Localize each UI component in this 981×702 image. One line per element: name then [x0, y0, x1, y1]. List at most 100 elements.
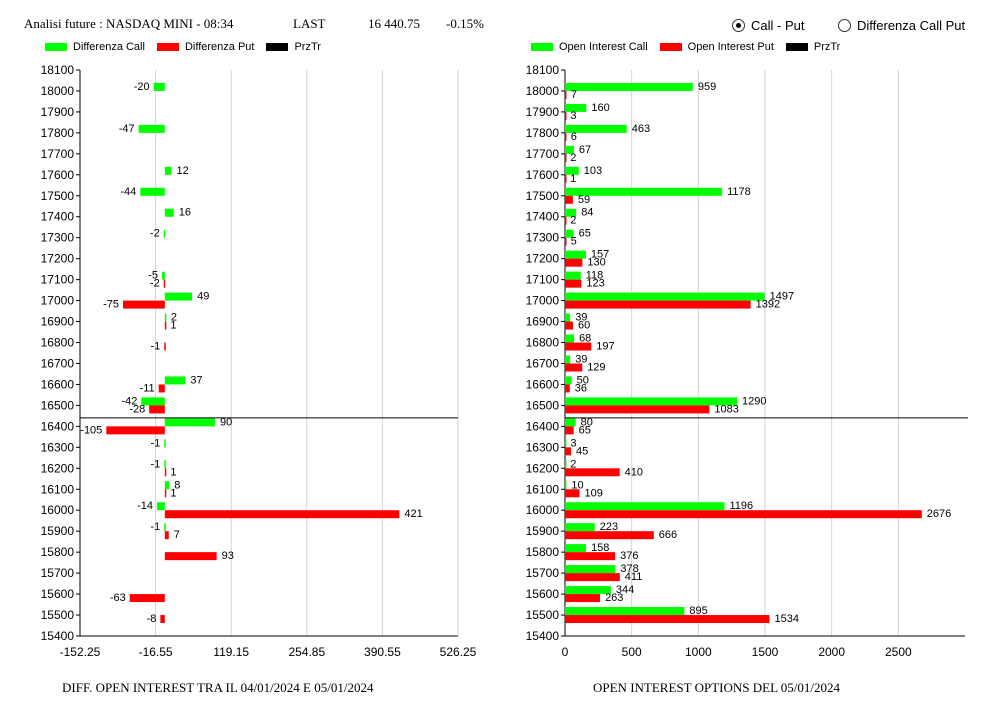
diff-bar-put [164, 342, 166, 351]
oi-y-tick-label: 17300 [526, 231, 560, 245]
diff-data-label: -105 [80, 424, 102, 436]
oi-data-label: 109 [585, 487, 603, 499]
oi-bar-put [565, 615, 770, 624]
oi-data-label: 103 [584, 165, 602, 177]
oi-bar-call [565, 607, 685, 616]
oi-bar-put [565, 468, 620, 477]
diff-y-tick-label: 18000 [41, 84, 75, 98]
legend-item-call: Differenza Call [45, 41, 145, 53]
oi-bar-call [565, 586, 611, 595]
legend-label-oi-price: PrzTr [813, 41, 841, 53]
diff-y-tick-label: 17800 [41, 126, 75, 140]
diff-bar-call [164, 208, 174, 217]
oi-bar-call [565, 418, 576, 427]
oi-data-label: 39 [575, 353, 587, 365]
diff-data-label: -2 [150, 228, 160, 240]
oi-data-label: 157 [591, 249, 609, 261]
oi-bar-put [565, 258, 583, 267]
last-value: 16 440.75 [368, 16, 420, 31]
oi-y-tick-label: 18100 [526, 63, 560, 77]
diff-y-tick-label: 16200 [41, 461, 75, 475]
diff-data-label: -44 [120, 186, 136, 198]
oi-bar-call [565, 103, 587, 112]
diff-bar-put [164, 321, 167, 330]
legend-label-oi-put: Open Interest Put [687, 41, 774, 53]
diff-data-label: -63 [110, 592, 126, 604]
diff-data-label: -20 [134, 81, 150, 93]
legend-swatch-oi-put [659, 43, 682, 51]
diff-bar-put [123, 300, 165, 309]
oi-bar-put [565, 552, 616, 561]
diff-data-label: -5 [148, 270, 158, 282]
oi-data-label: 1392 [756, 299, 780, 311]
legend-item-price: PrzTr [266, 41, 321, 53]
oi-x-tick-label: 500 [622, 645, 642, 659]
diff-data-label: -47 [119, 123, 135, 135]
diff-data-label: 421 [404, 508, 422, 520]
oi-x-tick-label: 2000 [818, 645, 845, 659]
oi-data-label: 10 [571, 479, 583, 491]
diff-data-label: -14 [137, 500, 153, 512]
diff-bar-call [162, 271, 165, 280]
oi-data-label: 6 [571, 131, 577, 143]
diff-y-tick-label: 15400 [41, 629, 75, 643]
oi-data-label: 158 [591, 542, 609, 554]
oi-bar-put [565, 90, 567, 99]
legend-label-oi-call: Open Interest Call [559, 41, 648, 53]
diff-data-label: -1 [150, 521, 160, 533]
oi-data-label: 376 [620, 550, 638, 562]
diff-x-tick-label: 526.25 [440, 645, 477, 659]
legend-label-put: Differenza Put [184, 41, 255, 53]
radio-call-put[interactable]: Call - Put [732, 18, 804, 33]
diff-y-tick-label: 18100 [41, 63, 75, 77]
oi-y-tick-label: 16300 [526, 440, 560, 454]
oi-data-label: 160 [591, 102, 609, 114]
oi-y-tick-label: 16900 [526, 315, 560, 329]
oi-data-label: 7 [571, 89, 577, 101]
diff-y-tick-label: 16900 [41, 315, 75, 329]
oi-data-label: 2 [570, 152, 576, 164]
diff-bar-put [164, 531, 169, 540]
oi-data-label: 959 [698, 81, 716, 93]
diff-x-tick-label: 254.85 [288, 645, 325, 659]
oi-bar-call [565, 439, 567, 448]
oi-data-label: 197 [596, 341, 614, 353]
radio-difference[interactable]: Differenza Call Put [838, 18, 965, 33]
diff-data-label: 1 [170, 320, 176, 332]
oi-bar-put [565, 321, 573, 330]
diff-y-tick-label: 17400 [41, 210, 75, 224]
oi-bar-call [565, 208, 577, 217]
diff-data-label: 12 [177, 165, 189, 177]
oi-data-label: 895 [689, 605, 707, 617]
diff-y-tick-label: 17200 [41, 252, 75, 266]
diff-data-label: -28 [129, 403, 145, 415]
oi-y-tick-label: 15700 [526, 566, 560, 580]
oi-bar-put [565, 342, 592, 351]
diff-data-label: 90 [220, 416, 232, 428]
legend-left: Differenza Call Differenza Put PrzTr [45, 41, 333, 53]
caption-left: DIFF. OPEN INTEREST TRA IL 04/01/2024 E … [62, 680, 374, 695]
oi-data-label: 65 [579, 424, 591, 436]
oi-bar-call [565, 376, 572, 385]
diff-x-tick-label: -152.25 [60, 645, 101, 659]
diff-bar-call [164, 418, 215, 427]
oi-bar-put [565, 426, 574, 435]
diff-data-label: -75 [103, 299, 119, 311]
diff-data-label: 2 [171, 312, 177, 324]
diff-bar-call [138, 124, 165, 133]
diff-data-label: -2 [150, 278, 160, 290]
oi-data-label: 463 [632, 123, 650, 135]
diff-y-tick-label: 17100 [41, 273, 75, 287]
oi-bar-put [565, 174, 567, 183]
diff-bar-put [164, 489, 167, 498]
oi-data-label: 344 [616, 584, 634, 596]
diff-data-label: -8 [147, 613, 157, 625]
diff-bar-call [164, 523, 166, 532]
legend-swatch-price [266, 43, 289, 51]
oi-data-label: 666 [659, 529, 677, 541]
oi-bar-put [565, 384, 570, 393]
oi-data-label: 1178 [727, 186, 751, 198]
diff-bar-put [164, 468, 167, 477]
oi-bar-put [565, 510, 922, 519]
oi-bar-call [565, 271, 581, 280]
